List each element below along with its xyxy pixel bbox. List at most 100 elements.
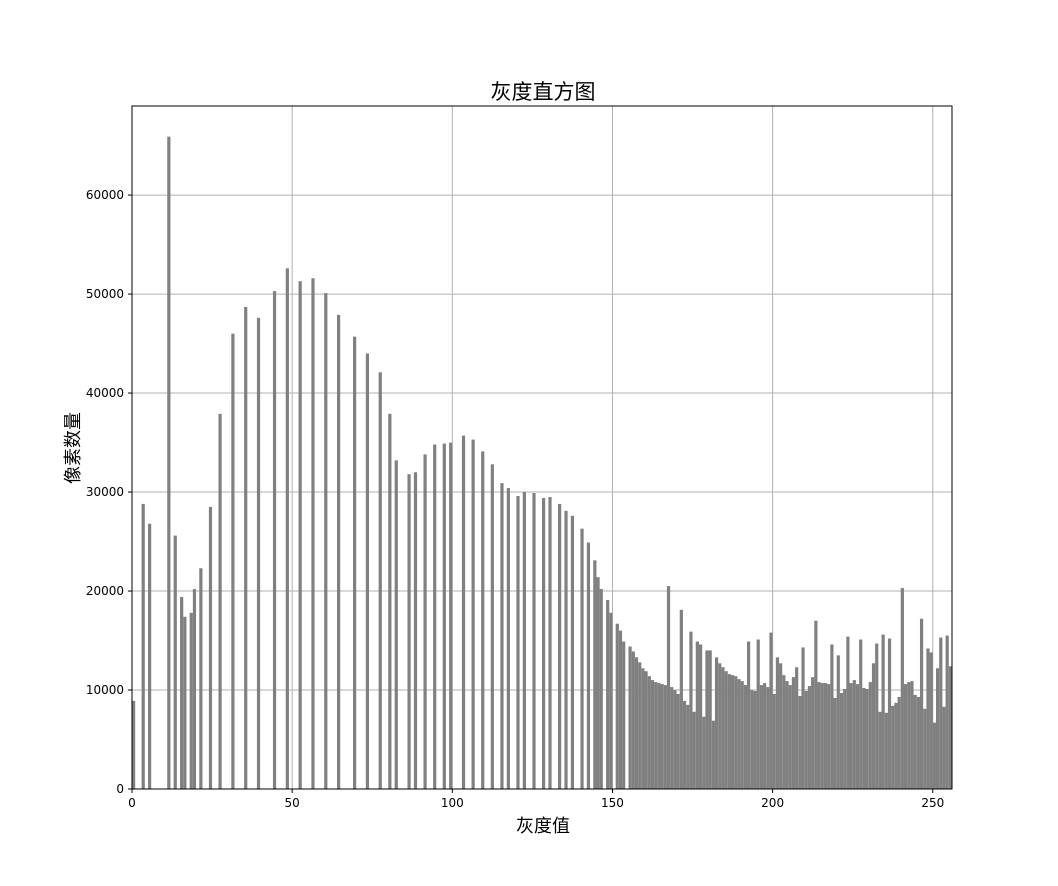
histogram-bar <box>353 336 357 789</box>
histogram-bar <box>500 483 504 789</box>
histogram-bar <box>907 682 911 789</box>
histogram-bar <box>218 413 222 789</box>
histogram-bar <box>490 464 494 789</box>
histogram-bar <box>785 681 789 789</box>
histogram-bar <box>564 510 568 789</box>
histogram-bar <box>903 684 908 789</box>
histogram-bar <box>942 706 946 789</box>
histogram-bar <box>721 667 725 789</box>
histogram-bar <box>855 684 860 789</box>
histogram-bar <box>586 542 591 789</box>
histogram-bar <box>132 700 136 789</box>
histogram-bar <box>875 643 879 789</box>
y-tick-label: 0 <box>116 782 124 796</box>
histogram-bar <box>324 293 328 789</box>
histogram-bar <box>189 612 193 789</box>
y-tick-label: 60000 <box>86 188 124 202</box>
histogram-bar <box>388 413 392 789</box>
histogram-bar <box>593 560 597 789</box>
histogram-bar <box>926 648 930 789</box>
histogram-bar <box>378 372 382 789</box>
histogram-bar <box>679 609 683 789</box>
histogram-bar <box>183 616 187 789</box>
histogram-bar <box>442 443 446 789</box>
histogram-bar <box>871 663 876 789</box>
histogram-bar <box>929 652 933 789</box>
histogram-bar <box>769 632 773 789</box>
histogram-bar <box>714 657 719 789</box>
histogram-bar <box>394 460 398 789</box>
histogram-bar <box>935 668 940 789</box>
histogram-bar <box>811 677 815 789</box>
histogram-bar <box>923 708 927 789</box>
x-tick-label: 150 <box>601 796 624 810</box>
histogram-bar <box>916 696 920 789</box>
histogram-bar <box>698 644 703 789</box>
histogram-bar <box>506 488 510 789</box>
histogram-bar <box>522 492 526 789</box>
y-axis-title: 像素数量 <box>63 412 84 484</box>
histogram-bar <box>801 647 805 789</box>
histogram-bar <box>365 353 370 789</box>
histogram-bar <box>734 676 738 789</box>
histogram-bar <box>609 612 613 789</box>
histogram-bar <box>913 694 917 789</box>
histogram-bar <box>615 623 619 789</box>
histogram-bar <box>711 720 715 789</box>
histogram-bar <box>730 675 735 789</box>
histogram-bar <box>654 682 658 789</box>
histogram-bar <box>663 685 667 789</box>
x-tick-label: 250 <box>921 796 944 810</box>
histogram-bar <box>862 688 866 789</box>
histogram-bar <box>887 638 892 789</box>
histogram-bar <box>660 684 664 789</box>
histogram-bar <box>919 618 924 789</box>
histogram-bar <box>878 711 882 789</box>
histogram-bar <box>337 314 341 789</box>
histogram-bar <box>727 674 731 789</box>
histogram-bar <box>596 577 600 789</box>
histogram-bar <box>836 655 840 789</box>
histogram-bar <box>737 679 741 789</box>
histogram-bar <box>718 663 722 789</box>
histogram-bar <box>676 693 680 789</box>
histogram-bar <box>814 620 818 789</box>
histogram-bar <box>750 690 754 789</box>
histogram-bar <box>747 641 751 789</box>
histogram-bar <box>772 693 776 789</box>
histogram-bar <box>618 630 623 789</box>
histogram-bar <box>708 650 712 789</box>
histogram-bar <box>852 680 856 789</box>
histogram-bar <box>532 493 536 789</box>
y-tick-label: 40000 <box>86 386 124 400</box>
x-tick-label: 200 <box>761 796 784 810</box>
histogram-bar <box>272 291 277 789</box>
histogram-bar <box>173 535 177 789</box>
histogram-bar <box>939 637 943 789</box>
histogram-bars <box>132 136 952 790</box>
histogram-bar <box>423 454 427 789</box>
histogram-bar <box>631 651 635 789</box>
histogram-bar <box>788 685 792 789</box>
histogram-bar <box>817 682 821 789</box>
histogram-bar <box>673 690 677 789</box>
histogram-bar <box>666 586 671 789</box>
histogram-bar <box>795 667 799 789</box>
histogram-bar <box>859 639 863 789</box>
histogram-bar <box>599 589 603 789</box>
histogram-bar <box>839 692 844 789</box>
histogram-bar <box>570 515 575 789</box>
histogram-bar <box>692 711 696 789</box>
histogram-bar <box>148 523 152 789</box>
histogram-bar <box>823 683 828 789</box>
histogram-bar <box>846 636 850 789</box>
histogram-bar <box>945 635 949 789</box>
histogram-bar <box>891 705 895 789</box>
x-tick-label: 0 <box>128 796 136 810</box>
histogram-bar <box>548 496 552 789</box>
histogram-bar <box>868 682 872 789</box>
histogram-bar <box>682 700 687 789</box>
histogram-bar <box>199 568 203 789</box>
histogram-bar <box>791 677 796 789</box>
